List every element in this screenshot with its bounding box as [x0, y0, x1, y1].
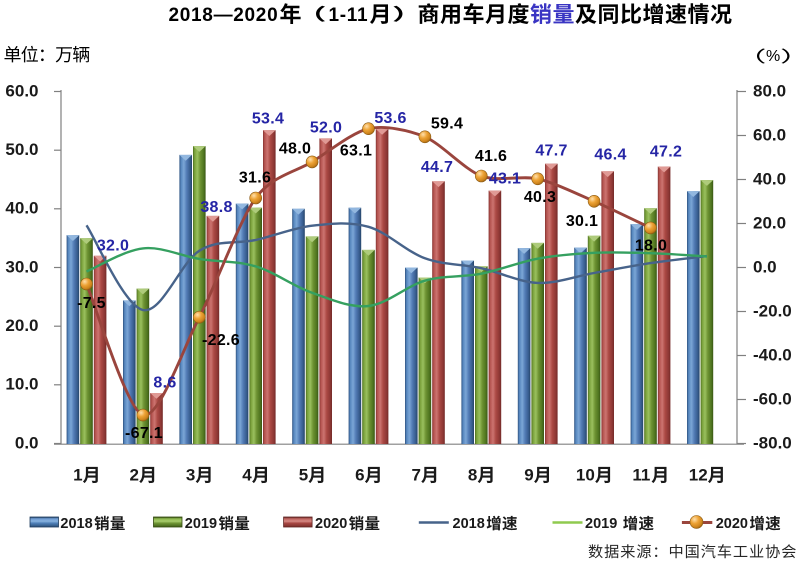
- svg-text:2018: 2018: [453, 516, 485, 532]
- svg-text:6: 6: [355, 466, 364, 485]
- svg-text:47.7: 47.7: [535, 143, 567, 160]
- svg-text:50.0: 50.0: [5, 140, 38, 159]
- svg-text:12: 12: [689, 466, 708, 485]
- svg-text:2: 2: [130, 466, 139, 485]
- svg-text:0.0: 0.0: [753, 257, 777, 276]
- svg-text:-67.1: -67.1: [125, 425, 163, 442]
- svg-text:20.0: 20.0: [753, 213, 786, 232]
- svg-text:60.0: 60.0: [753, 125, 786, 144]
- svg-text:63.1: 63.1: [340, 143, 372, 160]
- svg-text:59.4: 59.4: [431, 116, 463, 133]
- svg-text:47.2: 47.2: [650, 144, 682, 161]
- svg-text:18.0: 18.0: [635, 238, 667, 255]
- svg-text:11: 11: [632, 466, 650, 485]
- svg-text:1: 1: [73, 466, 82, 485]
- svg-text:32.0: 32.0: [97, 238, 129, 255]
- svg-text:10.0: 10.0: [5, 375, 38, 394]
- svg-text:3: 3: [186, 466, 195, 485]
- svg-text:53.6: 53.6: [374, 110, 406, 127]
- svg-text:31.6: 31.6: [239, 170, 271, 187]
- svg-text:-40.0: -40.0: [753, 345, 792, 364]
- svg-text:30.0: 30.0: [5, 257, 38, 276]
- svg-text:48.0: 48.0: [279, 141, 311, 158]
- svg-text:52.0: 52.0: [310, 120, 342, 137]
- svg-text:80.0: 80.0: [753, 81, 786, 100]
- svg-text:-80.0: -80.0: [753, 433, 792, 452]
- svg-text:20.0: 20.0: [5, 316, 38, 335]
- svg-text:9: 9: [524, 466, 533, 485]
- svg-text:40.0: 40.0: [5, 199, 38, 218]
- svg-text:2018—2020: 2018—2020: [169, 5, 279, 26]
- svg-text:46.4: 46.4: [594, 147, 626, 164]
- svg-text:44.7: 44.7: [421, 159, 453, 176]
- svg-text:0.0: 0.0: [15, 433, 39, 452]
- svg-text:8.6: 8.6: [153, 375, 176, 392]
- svg-text:5: 5: [299, 466, 308, 485]
- svg-text:2018: 2018: [60, 516, 92, 532]
- svg-text:1-11: 1-11: [329, 5, 369, 26]
- svg-text:8: 8: [468, 466, 477, 485]
- svg-text:53.4: 53.4: [252, 111, 284, 128]
- svg-text:2019: 2019: [585, 516, 617, 532]
- svg-text:60.0: 60.0: [5, 81, 38, 100]
- svg-text:40.3: 40.3: [524, 189, 556, 206]
- svg-text:2020: 2020: [315, 516, 347, 532]
- svg-text:-20.0: -20.0: [753, 301, 792, 320]
- svg-text:-22.6: -22.6: [202, 332, 240, 349]
- svg-text:40.0: 40.0: [753, 169, 786, 188]
- svg-text:10: 10: [576, 466, 595, 485]
- svg-text:41.6: 41.6: [475, 148, 507, 165]
- svg-text:%: %: [766, 48, 780, 65]
- svg-text:2019: 2019: [185, 516, 217, 532]
- svg-text:7: 7: [412, 466, 421, 485]
- svg-text:-60.0: -60.0: [753, 389, 792, 408]
- svg-text:38.8: 38.8: [200, 199, 232, 216]
- svg-text:30.1: 30.1: [566, 213, 598, 230]
- svg-text:4: 4: [242, 466, 252, 485]
- svg-text:-7.5: -7.5: [77, 295, 106, 312]
- svg-text:2020: 2020: [716, 516, 748, 532]
- svg-text:43.1: 43.1: [489, 171, 521, 188]
